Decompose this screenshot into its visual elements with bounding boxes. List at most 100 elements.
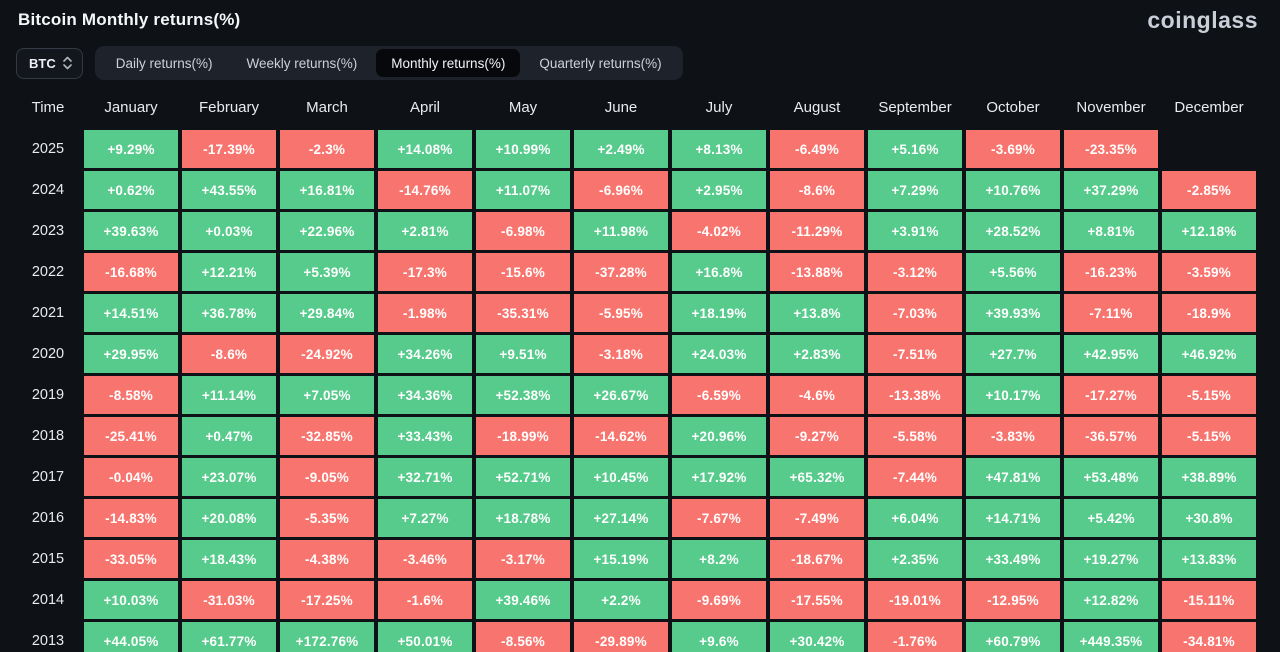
month-cell: -8.56% [476,622,570,652]
month-cell: -18.9% [1162,294,1256,332]
month-cell: +3.91% [868,212,962,250]
month-cell: +29.84% [280,294,374,332]
month-cell: +5.39% [280,253,374,291]
month-cell: +2.2% [574,581,668,619]
month-cell: -17.3% [378,253,472,291]
month-cell: +47.81% [966,458,1060,496]
month-cell: +22.96% [280,212,374,250]
monthly-returns-table: Time January February March April May June July… [16,90,1256,652]
month-cell: +172.76% [280,622,374,652]
tab-weekly-returns[interactable]: Weekly returns(%) [246,55,358,71]
month-cell: +11.98% [574,212,668,250]
month-cell: -3.69% [966,130,1060,168]
month-cell: -7.44% [868,458,962,496]
month-cell: -5.95% [574,294,668,332]
month-cell: +12.21% [182,253,276,291]
month-cell: -17.27% [1064,376,1158,414]
year-label: 2024 [31,182,65,198]
month-cell: -8.58% [84,376,178,414]
top-bar: Bitcoin Monthly returns(%) coinglass [0,0,1280,34]
year-label: 2023 [31,223,65,239]
month-cell: -17.55% [770,581,864,619]
month-cell: +27.7% [966,335,1060,373]
year-label: 2013 [31,633,65,649]
year-label: 2022 [31,264,65,280]
returns-tab-group: Daily returns(%) Weekly returns(%) Month… [94,46,683,80]
month-cell: -1.76% [868,622,962,652]
month-cell: +30.42% [770,622,864,652]
month-cell: -3.12% [868,253,962,291]
month-cell: -31.03% [182,581,276,619]
month-cell: +0.47% [182,417,276,455]
month-cell: -9.05% [280,458,374,496]
month-cell: -7.51% [868,335,962,373]
month-cell: -3.17% [476,540,570,578]
year-label: 2025 [31,141,65,157]
month-cell: +61.77% [182,622,276,652]
month-cell: -18.99% [476,417,570,455]
month-cell: +15.19% [574,540,668,578]
month-cell: -6.98% [476,212,570,250]
page-title: Bitcoin Monthly returns(%) [18,10,241,29]
month-cell: -3.83% [966,417,1060,455]
month-cell: +14.08% [378,130,472,168]
column-header: August [793,98,841,116]
tab-monthly-returns[interactable]: Monthly returns(%) [376,49,521,77]
month-cell: +10.17% [966,376,1060,414]
month-cell: +8.81% [1064,212,1158,250]
month-cell: -6.49% [770,130,864,168]
month-cell: -0.04% [84,458,178,496]
month-cell: +5.16% [868,130,962,168]
month-cell: -5.15% [1162,417,1256,455]
month-cell: -29.89% [574,622,668,652]
month-cell: -4.6% [770,376,864,414]
month-cell: -34.81% [1162,622,1256,652]
month-cell: -1.6% [378,581,472,619]
month-cell: -8.6% [182,335,276,373]
month-cell: +2.81% [378,212,472,250]
month-cell: -3.59% [1162,253,1256,291]
month-cell: +38.89% [1162,458,1256,496]
tab-daily-returns[interactable]: Daily returns(%) [115,55,213,71]
month-cell: -3.46% [378,540,472,578]
month-cell: +36.78% [182,294,276,332]
month-cell: -25.41% [84,417,178,455]
month-cell: +2.49% [574,130,668,168]
month-cell: +20.96% [672,417,766,455]
month-cell: +53.48% [1064,458,1158,496]
column-header: February [198,98,260,116]
month-cell: +12.82% [1064,581,1158,619]
month-cell: +11.07% [476,171,570,209]
month-cell: +34.26% [378,335,472,373]
month-cell: -18.67% [770,540,864,578]
column-header: October [986,98,1040,116]
month-cell: +26.67% [574,376,668,414]
month-cell: +19.27% [1064,540,1158,578]
month-cell: -2.3% [280,130,374,168]
coinglass-logo[interactable]: coinglass [1147,6,1258,33]
month-cell: -16.23% [1064,253,1158,291]
month-cell: -6.96% [574,171,668,209]
symbol-select[interactable]: BTC [16,47,83,79]
month-cell: -32.85% [280,417,374,455]
month-cell: -17.25% [280,581,374,619]
month-cell: +6.04% [868,499,962,537]
year-label: 2017 [31,469,65,485]
month-cell: -14.83% [84,499,178,537]
month-cell: +2.35% [868,540,962,578]
month-cell: -19.01% [868,581,962,619]
month-cell: +60.79% [966,622,1060,652]
month-cell: +9.51% [476,335,570,373]
month-cell: +2.95% [672,171,766,209]
month-cell: +33.49% [966,540,1060,578]
month-cell: +8.2% [672,540,766,578]
month-cell: +39.93% [966,294,1060,332]
column-header: November [1076,98,1146,116]
month-cell: -7.03% [868,294,962,332]
month-cell: -13.38% [868,376,962,414]
month-cell: +32.71% [378,458,472,496]
year-label: 2019 [31,387,65,403]
month-cell: -9.69% [672,581,766,619]
tab-quarterly-returns[interactable]: Quarterly returns(%) [539,55,662,71]
year-label: 2021 [31,305,65,321]
